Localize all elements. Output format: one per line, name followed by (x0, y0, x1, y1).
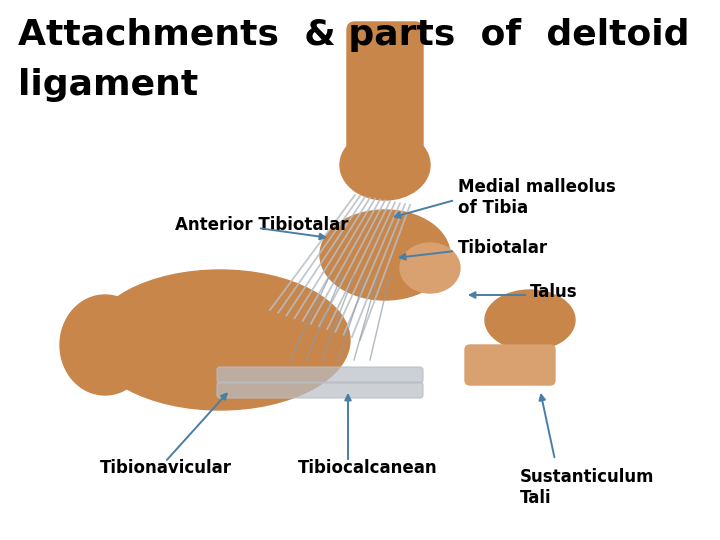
Ellipse shape (90, 270, 350, 410)
Ellipse shape (320, 210, 450, 300)
Text: Sustanticulum
Tali: Sustanticulum Tali (520, 468, 654, 507)
Text: ligament: ligament (18, 68, 198, 102)
FancyBboxPatch shape (465, 345, 555, 385)
Ellipse shape (60, 295, 150, 395)
Text: Medial malleolus
of Tibia: Medial malleolus of Tibia (458, 178, 616, 217)
Text: Talus: Talus (530, 283, 577, 301)
Ellipse shape (485, 290, 575, 350)
Text: Attachments  & parts  of  deltoid: Attachments & parts of deltoid (18, 18, 690, 52)
Ellipse shape (340, 130, 430, 200)
Text: Tibiocalcanean: Tibiocalcanean (298, 459, 438, 477)
Text: Anterior Tibiotalar: Anterior Tibiotalar (175, 216, 348, 234)
FancyBboxPatch shape (217, 367, 423, 383)
Text: Tibiotalar: Tibiotalar (458, 239, 548, 257)
FancyBboxPatch shape (347, 22, 423, 158)
FancyBboxPatch shape (217, 382, 423, 398)
Text: Tibionavicular: Tibionavicular (100, 459, 232, 477)
Ellipse shape (400, 243, 460, 293)
